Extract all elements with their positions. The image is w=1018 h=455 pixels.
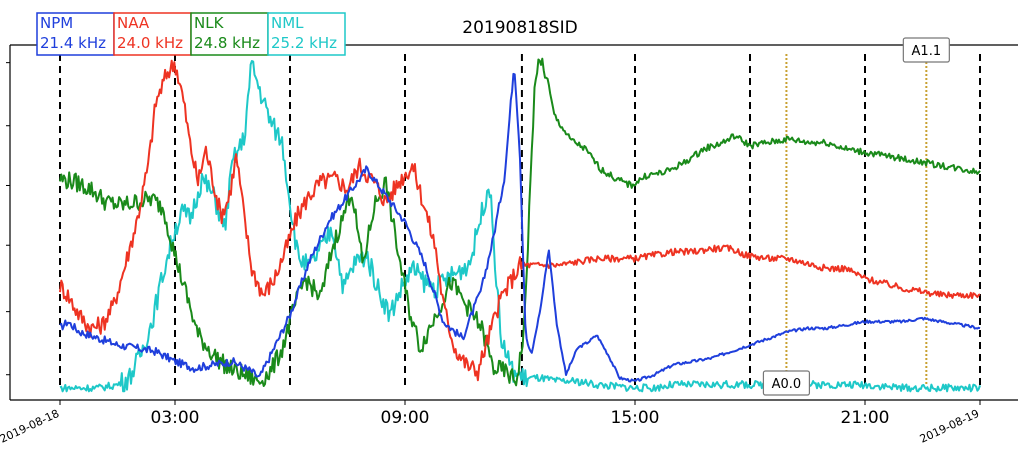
chart-title: 20190818SID [462,18,577,38]
annotation-A1-1: A1.1 [902,37,950,63]
annotation-A0-0: A0.0 [762,370,811,396]
plot-frame [9,44,1018,401]
series-line-nml [59,60,981,393]
annotation-label: A1.1 [912,44,942,59]
x-tick-label: 09:00 [381,408,430,428]
legend: NPM 21.4 kHz NAA 24.0 kHz NLK 24.8 kHz NML 25.2… [36,12,346,56]
x-tick-label: 2019-08-18 [0,407,61,446]
series-line-npm [59,72,981,383]
annotations: A1.1 A0.0 [762,37,950,396]
legend-name: NAA [117,14,150,32]
x-tick-label: 15:00 [611,408,660,428]
legend-name: NML [271,14,304,32]
series-line-nlk [59,57,981,387]
series-lines [59,57,981,393]
annotation-label: A0.0 [772,377,802,392]
x-tick-label: 2019-08-19 [918,407,981,446]
x-tick-label: 21:00 [841,408,890,428]
legend-name: NPM [40,14,73,32]
legend-frequency: 24.8 kHz [194,34,260,52]
legend-item-npm: NPM 21.4 kHz [36,12,115,56]
legend-item-nml: NML 25.2 kHz [267,12,346,56]
x-ticks: 2019-08-18 03:00 09:00 15:00 21:00 2019-08-19 [0,400,981,446]
legend-item-naa: NAA 24.0 kHz [113,12,192,56]
legend-frequency: 25.2 kHz [271,34,337,52]
vertical-markers [59,54,981,390]
legend-frequency: 24.0 kHz [117,34,183,52]
x-tick-label: 03:00 [151,408,200,428]
legend-item-nlk: NLK 24.8 kHz [190,12,269,56]
series-line-naa [59,59,981,382]
legend-frequency: 21.4 kHz [40,34,106,52]
y-ticks [6,62,10,376]
legend-name: NLK [194,14,225,32]
